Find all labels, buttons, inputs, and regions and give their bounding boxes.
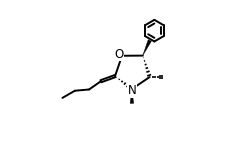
Text: N: N — [128, 84, 136, 97]
Text: O: O — [114, 48, 124, 61]
Polygon shape — [130, 89, 134, 103]
Polygon shape — [143, 40, 151, 56]
